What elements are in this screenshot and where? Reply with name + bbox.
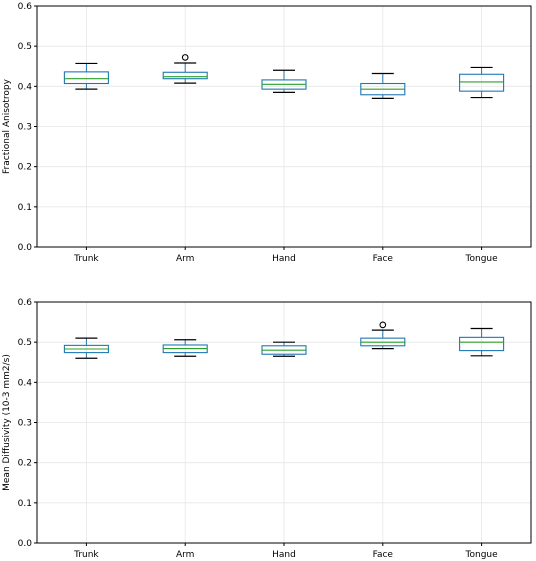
box-group-hand (261, 69, 307, 93)
x-tick-label-tongue: Tongue (465, 254, 499, 264)
box-group-face (360, 72, 406, 99)
grid (37, 5, 531, 248)
y-axis-label: Fractional Anisotropy (2, 78, 12, 174)
box-group-arm (162, 339, 208, 357)
y-tick-label: 0.1 (18, 499, 32, 509)
box-group-tongue (459, 327, 505, 357)
box (63, 71, 109, 85)
y-tick-label: 0.1 (18, 203, 32, 213)
y-tick-label: 0.3 (18, 123, 32, 133)
fa-boxplot-panel: 0.0 0.1 0.2 0.3 0.4 0.5 0.6 Trunk Arm Hand Face Ton… (2, 2, 532, 264)
x-tick-label-hand: Hand (272, 254, 296, 264)
x-tick-label-hand: Hand (272, 550, 296, 560)
y-tick-label: 0.5 (18, 338, 32, 348)
box-group-face (360, 321, 406, 350)
y-tick-label: 0.0 (18, 243, 33, 253)
box-group-hand (261, 341, 307, 357)
x-tick-label-trunk: Trunk (73, 254, 99, 264)
box-group-trunk (63, 337, 109, 359)
y-tick-label: 0.5 (18, 42, 32, 52)
y-axis-label: Mean Diffusivity (10-3 mm2/s) (2, 354, 12, 491)
box (459, 73, 505, 92)
x-tick-label-trunk: Trunk (73, 550, 99, 560)
y-tick-label: 0.0 (18, 539, 33, 549)
md-boxplot-panel: 0.0 0.1 0.2 0.3 0.4 0.5 0.6 Trunk Arm Hand Face Ton… (2, 298, 532, 560)
box (162, 71, 208, 80)
y-tick-label: 0.6 (18, 298, 33, 308)
grid (37, 301, 531, 544)
x-tick-label-tongue: Tongue (465, 550, 499, 560)
x-tick-label-face: Face (373, 254, 394, 264)
flier-point (181, 54, 189, 61)
box (459, 336, 505, 352)
y-tick-label: 0.2 (18, 163, 32, 173)
box-group-arm (162, 54, 208, 84)
box-group-tongue (459, 66, 505, 99)
x-tick-label-face: Face (373, 550, 394, 560)
y-tick-label: 0.3 (18, 419, 32, 429)
y-tick-label: 0.4 (18, 378, 33, 388)
x-tick-label-arm: Arm (176, 254, 194, 264)
y-tick-label: 0.6 (18, 2, 33, 12)
y-tick-label: 0.2 (18, 459, 32, 469)
y-tick-label: 0.4 (18, 82, 33, 92)
x-tick-label-arm: Arm (176, 550, 194, 560)
box-group-trunk (63, 62, 109, 90)
flier-point (379, 321, 387, 329)
